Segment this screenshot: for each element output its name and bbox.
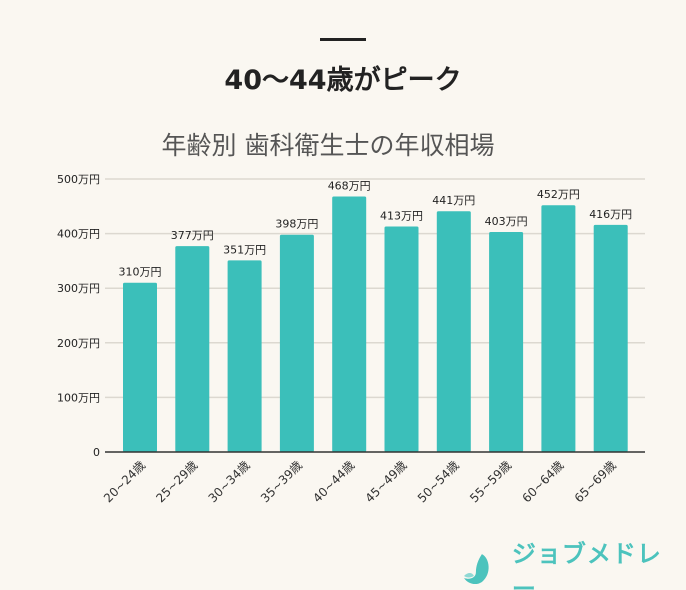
data-label: 413万円	[380, 210, 423, 223]
y-tick-label: 0	[93, 446, 100, 459]
bar	[384, 226, 419, 452]
data-label: 398万円	[275, 218, 318, 231]
y-tick-label: 200万円	[57, 337, 100, 350]
chart-title: 年齢別 歯科衛生士の年収相場	[161, 131, 495, 160]
logo-icon	[463, 554, 489, 585]
bar	[227, 260, 262, 452]
data-label: 468万円	[328, 179, 371, 192]
bar	[175, 246, 210, 452]
data-label: 310万円	[119, 266, 162, 279]
bar	[279, 234, 314, 452]
x-tick-label: 55~59歳	[467, 458, 514, 505]
x-tick-label: 25~29歳	[153, 458, 200, 505]
headline: 40～44歳がピーク	[224, 65, 462, 96]
bar	[436, 211, 471, 452]
top-rule	[320, 38, 366, 41]
y-tick-label: 100万円	[57, 391, 100, 404]
x-tick-label: 45~49歳	[363, 458, 410, 505]
data-label: 377万円	[171, 229, 214, 242]
y-tick-label: 500万円	[57, 173, 100, 186]
y-tick-label: 300万円	[57, 282, 100, 295]
x-tick-label: 35~39歳	[258, 458, 305, 505]
x-tick-label: 40~44歳	[310, 458, 357, 505]
data-label: 403万円	[485, 215, 528, 228]
bar	[541, 205, 576, 452]
x-tick-label: 50~54歳	[415, 458, 462, 505]
x-tick-label: 20~24歳	[101, 458, 148, 505]
data-label: 441万円	[432, 194, 475, 207]
x-tick-label: 60~64歳	[519, 458, 566, 505]
data-label: 416万円	[589, 208, 632, 221]
bar	[489, 231, 524, 452]
logo-text: ジョブメドレー	[511, 540, 662, 590]
data-label: 351万円	[223, 243, 266, 256]
x-tick-label: 30~34歳	[206, 458, 253, 505]
bar	[123, 282, 157, 452]
bar	[332, 196, 367, 452]
y-tick-label: 400万円	[57, 228, 100, 241]
data-label: 452万円	[537, 188, 580, 201]
logo: ジョブメドレー	[462, 534, 686, 590]
bar	[593, 224, 628, 452]
x-tick-label: 65~69歳	[572, 458, 619, 505]
